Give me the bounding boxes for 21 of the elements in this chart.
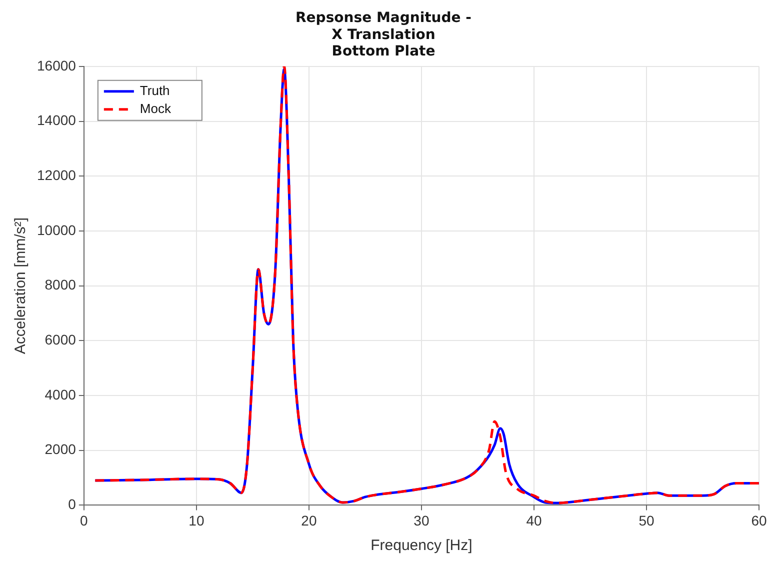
x-axis-title: Frequency [Hz] (370, 537, 472, 554)
y-tick-label: 12000 (36, 166, 76, 183)
x-tick-label: 10 (188, 512, 204, 528)
y-tick-label: 14000 (36, 112, 76, 128)
x-tick-label: 0 (80, 512, 88, 528)
legend-label: Truth (140, 82, 170, 98)
y-tick-label: 10000 (36, 222, 76, 238)
y-tick-label: 6000 (44, 332, 76, 348)
y-axis-title: Acceleration [mm/s²] (12, 217, 30, 354)
x-tick-label: 50 (638, 512, 654, 528)
x-tick-label: 60 (751, 512, 767, 528)
chart-title: Repsonse Magnitude - X Translation Bottom Plate (296, 10, 472, 60)
y-tick-label: 8000 (44, 276, 76, 293)
y-tick-label: 16000 (36, 57, 76, 74)
x-tick-label: 40 (526, 512, 542, 528)
x-tick-label: 20 (301, 512, 317, 528)
y-tick-label: 2000 (44, 441, 76, 458)
legend-label: Mock (140, 100, 172, 116)
y-tick-label: 4000 (44, 386, 76, 402)
x-tick-label: 30 (414, 512, 430, 528)
y-tick-label: 0 (68, 496, 76, 512)
